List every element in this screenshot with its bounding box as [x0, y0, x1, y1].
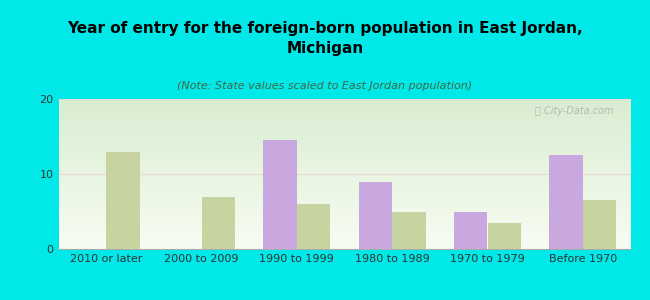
- Bar: [583, 200, 616, 249]
- Text: Year of entry for the foreign-born population in East Jordan,
Michigan: Year of entry for the foreign-born popul…: [67, 21, 583, 56]
- Bar: [359, 182, 392, 249]
- Bar: [263, 140, 297, 249]
- Bar: [297, 204, 330, 249]
- Bar: [106, 152, 140, 249]
- Bar: [488, 223, 521, 249]
- Bar: [202, 196, 235, 249]
- Text: (Note: State values scaled to East Jordan population): (Note: State values scaled to East Jorda…: [177, 81, 473, 91]
- Bar: [549, 155, 583, 249]
- Bar: [392, 212, 426, 249]
- Bar: [454, 212, 488, 249]
- Text: ⓘ City-Data.com: ⓘ City-Data.com: [535, 106, 614, 116]
